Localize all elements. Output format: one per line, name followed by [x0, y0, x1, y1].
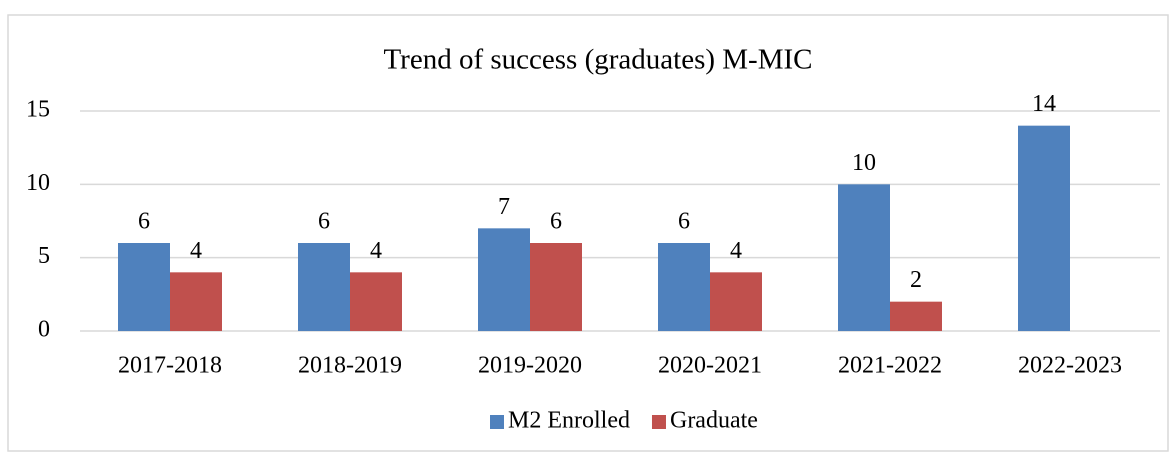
data-label: 14 — [1032, 91, 1056, 117]
bar — [838, 184, 890, 331]
x-tick-label: 2018-2019 — [298, 353, 402, 379]
data-label: 7 — [498, 194, 510, 220]
y-tick-label: 15 — [26, 97, 50, 123]
x-tick-label: 2021-2022 — [838, 353, 942, 379]
chart-title: Trend of success (graduates) M-MIC — [383, 44, 812, 76]
legend-swatch — [651, 415, 666, 429]
data-label: 2 — [910, 267, 922, 293]
data-label: 6 — [318, 209, 330, 235]
x-tick-label: 2022-2023 — [1018, 353, 1122, 379]
bar — [530, 243, 582, 331]
y-tick-label: 10 — [26, 170, 50, 196]
x-tick-label: 2017-2018 — [118, 353, 222, 379]
data-label: 4 — [190, 238, 202, 264]
x-tick-label: 2019-2020 — [478, 353, 582, 379]
y-tick-label: 0 — [38, 317, 50, 343]
data-label: 4 — [370, 238, 382, 264]
bar — [478, 228, 530, 331]
bar — [890, 301, 942, 331]
bar — [170, 272, 222, 331]
y-tick-label: 5 — [38, 243, 50, 269]
data-label: 6 — [678, 209, 690, 235]
legend-swatch — [490, 415, 504, 429]
bar — [298, 243, 350, 331]
bar — [118, 243, 170, 331]
data-label: 4 — [730, 238, 742, 264]
bar — [710, 272, 762, 331]
bar — [350, 272, 402, 331]
bar — [658, 243, 710, 331]
legend-label: Graduate — [670, 408, 758, 434]
data-label: 6 — [138, 209, 150, 235]
data-label: 10 — [852, 150, 876, 176]
chart-border — [7, 14, 1169, 452]
bar — [1018, 125, 1070, 332]
data-label: 6 — [550, 209, 562, 235]
legend-label: M2 Enrolled — [508, 408, 630, 434]
x-tick-label: 2020-2021 — [658, 353, 762, 379]
